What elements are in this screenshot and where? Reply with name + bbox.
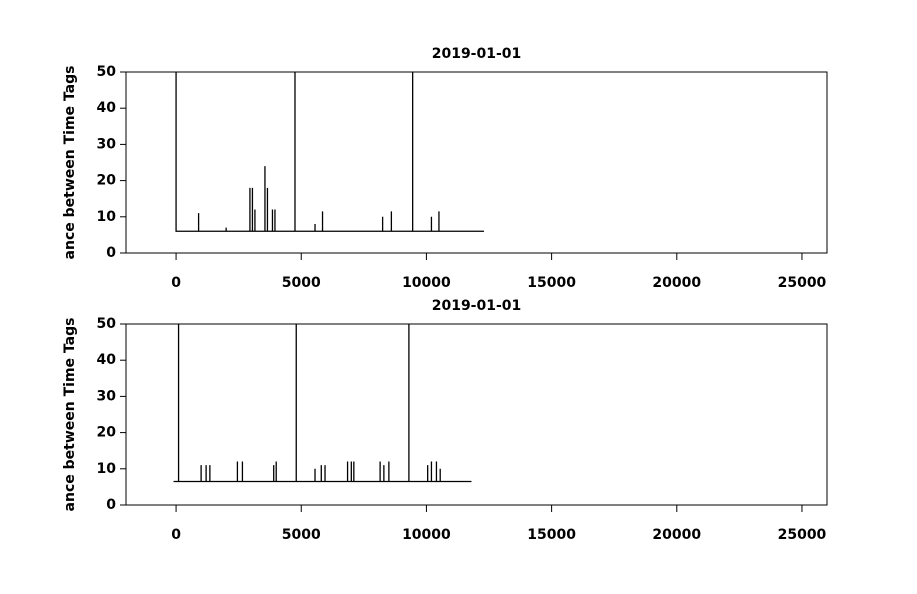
y-tick-label: 30 [97, 388, 117, 404]
x-tick-label: 0 [171, 275, 181, 291]
data-line [173, 324, 472, 483]
plot-area [173, 324, 472, 483]
chart-title: 2019-01-01 [432, 298, 522, 314]
y-axis-label: ance between Time Tags [62, 66, 78, 260]
y-tick-label: 20 [97, 173, 117, 189]
plot-frame [125, 323, 828, 506]
y-tick-label: 50 [97, 316, 117, 332]
y-tick-label: 0 [106, 245, 116, 261]
x-tick-label: 10000 [402, 527, 451, 543]
x-tick-label: 15000 [527, 275, 576, 291]
y-tick-label: 0 [106, 497, 116, 513]
y-tick-label: 20 [97, 425, 117, 441]
x-tick-label: 20000 [652, 275, 701, 291]
y-tick-label: 10 [97, 209, 117, 225]
x-tick-label: 10000 [402, 275, 451, 291]
plot-area [175, 72, 485, 232]
data-line [175, 72, 485, 232]
y-tick-label: 50 [97, 64, 117, 80]
y-tick-label: 30 [97, 136, 117, 152]
plot-frame [125, 71, 828, 254]
y-axis-label: ance between Time Tags [62, 318, 78, 512]
x-tick-label: 5000 [282, 275, 321, 291]
y-tick-label: 10 [97, 461, 117, 477]
x-tick-label: 15000 [527, 527, 576, 543]
y-tick-label: 40 [97, 352, 117, 368]
x-tick-label: 20000 [652, 527, 701, 543]
x-tick-label: 0 [171, 527, 181, 543]
x-tick-label: 25000 [778, 527, 827, 543]
x-tick-label: 5000 [282, 527, 321, 543]
x-tick-label: 25000 [778, 275, 827, 291]
y-tick-label: 40 [97, 100, 117, 116]
chart-title: 2019-01-01 [432, 46, 522, 62]
